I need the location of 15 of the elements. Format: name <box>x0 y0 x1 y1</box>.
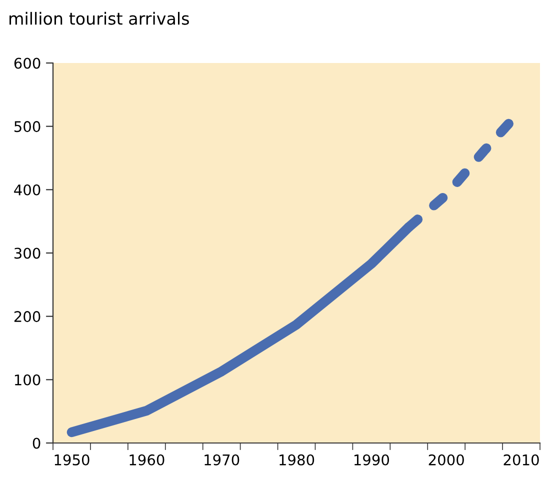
y-tick-label: 300 <box>14 248 40 259</box>
x-tick-label: 1960 <box>130 454 164 466</box>
y-tick-label: 400 <box>14 184 40 196</box>
y-tick-label: 200 <box>14 311 40 322</box>
chart-title: million tourist arrivals <box>10 12 189 25</box>
y-tick-label: 0 <box>32 438 40 449</box>
x-tick-label: 2010 <box>504 454 539 466</box>
x-tick-label: 2000 <box>428 454 464 466</box>
y-tick-label: 100 <box>14 374 40 386</box>
x-tick-label: 1980 <box>280 454 314 466</box>
y-tick-label: 500 <box>14 121 40 132</box>
x-tick-label: 1990 <box>354 454 390 466</box>
x-tick-label: 1970 <box>204 454 240 466</box>
x-tick-label: 1950 <box>54 454 90 466</box>
y-tick-label: 600 <box>14 58 40 69</box>
